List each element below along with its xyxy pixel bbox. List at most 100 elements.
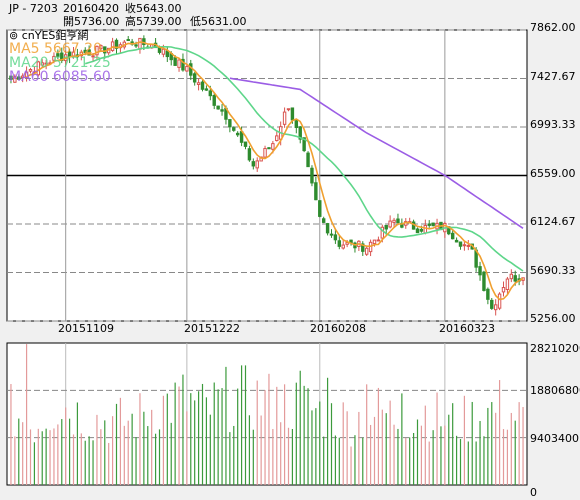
candle-body — [196, 82, 201, 85]
candle-body — [329, 233, 334, 236]
candle-body — [361, 243, 365, 252]
symbol-label: JP - 7203 — [9, 2, 58, 15]
candle-body — [505, 278, 510, 290]
volume-bar — [389, 400, 391, 485]
volume-bar — [338, 437, 340, 485]
volume-bar — [151, 409, 153, 485]
candle — [497, 292, 502, 311]
candle-body — [95, 45, 99, 56]
volume-bar — [405, 437, 407, 485]
volume-bar — [467, 441, 469, 485]
candle-body — [200, 81, 205, 90]
ma5-line — [26, 41, 524, 301]
candle — [189, 59, 193, 81]
candle — [392, 217, 396, 228]
ma60-line — [229, 77, 524, 229]
candle-body — [376, 239, 381, 242]
candle — [341, 240, 345, 250]
candle — [505, 276, 510, 294]
candle-body — [185, 66, 189, 72]
candle — [44, 59, 48, 70]
candle — [286, 108, 291, 112]
volume-bar — [479, 420, 481, 485]
candle-body — [501, 287, 506, 293]
volume-bar — [487, 407, 489, 485]
volume-bar — [283, 384, 286, 485]
candle — [251, 158, 256, 170]
volume-bar — [354, 435, 356, 485]
candle — [427, 220, 431, 228]
candle-body — [497, 293, 502, 309]
candle — [204, 85, 209, 91]
volume-bar — [377, 387, 380, 485]
candle-body — [52, 55, 56, 61]
candle-body — [384, 224, 388, 230]
candle — [255, 157, 259, 172]
volume-bar — [37, 428, 39, 485]
candle-body — [36, 61, 41, 76]
candle — [114, 38, 119, 54]
candle — [306, 151, 310, 168]
candle-body — [380, 226, 385, 239]
volume-bar — [22, 422, 24, 485]
candle-body — [337, 240, 342, 247]
volume-bar — [221, 388, 223, 485]
candle-body — [192, 73, 197, 83]
volume-bar — [522, 406, 524, 485]
candle — [20, 73, 25, 83]
volume-bar — [412, 432, 415, 485]
volume-bar — [514, 420, 516, 485]
volume-bar — [373, 416, 376, 485]
candle-body — [298, 126, 302, 140]
candle — [243, 141, 248, 150]
candle-body — [423, 224, 428, 234]
volume-bar — [342, 402, 344, 485]
volume-bar — [260, 415, 262, 485]
candle-body — [20, 75, 25, 79]
volume-bar — [10, 384, 12, 485]
volume-bar — [276, 386, 278, 485]
candle-body — [509, 273, 514, 280]
volume-bar — [197, 391, 200, 485]
volume-bar — [217, 389, 219, 485]
volume-bar — [440, 426, 442, 485]
candle-body — [204, 88, 209, 91]
candle — [462, 240, 467, 251]
candle — [415, 227, 420, 234]
candle-body — [181, 58, 185, 71]
volume-bar — [229, 432, 231, 485]
candle-body — [478, 266, 482, 276]
candle — [388, 215, 392, 229]
candle — [40, 59, 44, 68]
volume-bar — [459, 439, 462, 485]
price-tick-1: 7427.67 — [530, 70, 576, 83]
volume-bar — [72, 434, 75, 485]
candle-body — [103, 46, 107, 54]
low-label: 低5631.00 — [190, 15, 247, 28]
volume-bar — [491, 402, 493, 485]
volume-bar — [88, 436, 90, 485]
volume-bar — [287, 427, 290, 485]
date-tick-3: 20160323 — [439, 322, 495, 335]
volume-bar — [25, 344, 28, 485]
candle-body — [415, 228, 420, 234]
candle — [28, 67, 33, 74]
volume-bar — [119, 397, 122, 485]
candle — [192, 72, 197, 86]
volume-bar — [346, 411, 348, 485]
candle-body — [290, 107, 295, 121]
candle — [185, 64, 189, 72]
candle — [486, 287, 490, 305]
candle — [333, 229, 338, 244]
candle — [478, 261, 482, 281]
candle-body — [450, 232, 455, 240]
volume-bars — [10, 344, 524, 485]
volume-bar — [115, 403, 118, 485]
candle — [232, 126, 236, 132]
price-tick-3: 6559.00 — [530, 167, 576, 180]
volume-bar — [483, 436, 485, 485]
candle — [501, 281, 506, 297]
volume-bar — [68, 418, 71, 485]
volume-bar — [104, 420, 106, 485]
candle — [361, 241, 365, 256]
